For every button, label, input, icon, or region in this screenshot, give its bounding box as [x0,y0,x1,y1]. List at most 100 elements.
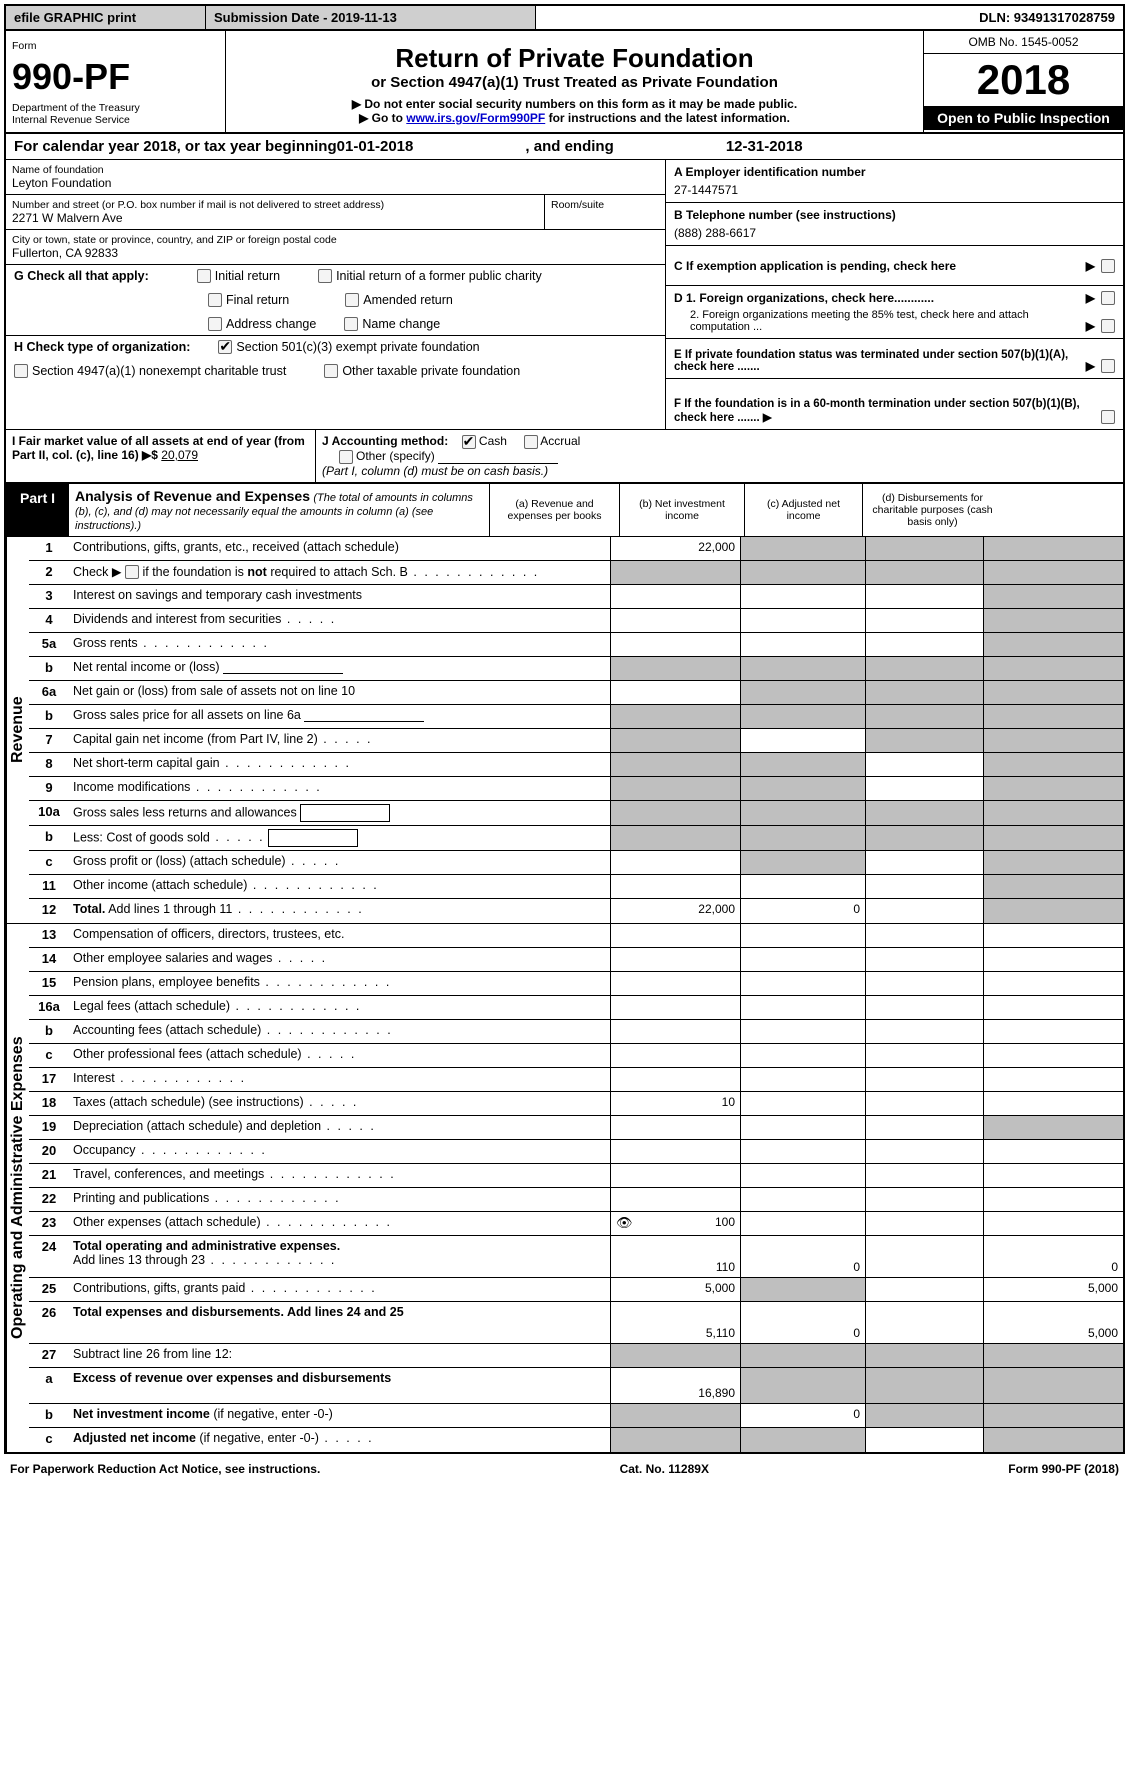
checkbox-exemption-pending[interactable] [1101,259,1115,273]
g-address: Address change [226,317,316,331]
cell-d [983,705,1123,728]
form-number: 990-PF [12,52,219,102]
line-no: 8 [29,753,69,776]
cell-c [865,585,983,608]
line-no: 21 [29,1164,69,1187]
cell-b [740,1278,865,1301]
line-desc: Total expenses and disbursements. Add li… [69,1302,610,1343]
dots-icon [321,1119,376,1133]
street-value: 2271 W Malvern Ave [12,211,538,225]
line-desc: Net investment income (if negative, ente… [69,1404,610,1427]
checkbox-address-change[interactable] [208,317,222,331]
submission-date: Submission Date - 2019-11-13 [206,6,536,29]
dots-icon [138,636,269,650]
r10a-d: Gross sales less returns and allowances [73,805,297,819]
form-label: Form [12,40,37,52]
dots-icon [261,1023,392,1037]
cell-a: 16,890 [610,1368,740,1403]
cy-pre: For calendar year 2018, or tax year begi… [14,138,337,155]
cell-b [740,657,865,680]
expenses-vert-label: Operating and Administrative Expenses [6,924,29,1452]
r18-d: Taxes (attach schedule) (see instruction… [73,1095,304,1109]
ein-label: A Employer identification number [674,165,1115,179]
line-desc: Contributions, gifts, grants, etc., rece… [69,537,610,560]
checkbox-other-method[interactable] [339,450,353,464]
cell-d [983,826,1123,850]
line-no: 2 [29,561,69,584]
cell-b [740,633,865,656]
cell-a: 110 [610,1236,740,1277]
attachment-icon[interactable]: 👁 [616,1215,633,1231]
cell-a: 10 [610,1092,740,1115]
r8-d: Net short-term capital gain [73,756,220,770]
cell-a [610,609,740,632]
expenses-section: Operating and Administrative Expenses 13… [6,923,1123,1452]
checkbox-4947a1[interactable] [14,364,28,378]
checkbox-terminated-507b1a[interactable] [1101,359,1115,373]
cell-d [983,948,1123,971]
line-desc: Gross rents [69,633,610,656]
line-desc: Compensation of officers, directors, tru… [69,924,610,947]
checkbox-final-return[interactable] [208,293,222,307]
checkbox-initial-return[interactable] [197,269,211,283]
cell-a [610,777,740,800]
r6b-d: Gross sales price for all assets on line… [73,708,301,722]
instructions-link[interactable]: www.irs.gov/Form990PF [406,111,545,125]
input-box [268,829,358,847]
cell-a: 22,000 [610,899,740,923]
cell-a [610,1044,740,1067]
r10c-d: Gross profit or (loss) (attach schedule) [73,854,286,868]
dots-icon [261,1215,392,1229]
table-row: 17Interest [29,1068,1123,1092]
line-desc: Excess of revenue over expenses and disb… [69,1368,610,1403]
j-cash: Cash [479,434,507,448]
cell-a [610,1428,740,1452]
checkbox-60month-507b1b[interactable] [1101,410,1115,424]
r24-d2: Add lines 13 through 23 [73,1253,205,1267]
line-desc: Taxes (attach schedule) (see instruction… [69,1092,610,1115]
cy-end: 12-31-2018 [726,138,803,155]
cell-b [740,1068,865,1091]
line-no: 25 [29,1278,69,1301]
r16a-d: Legal fees (attach schedule) [73,999,230,1013]
blank-line [304,710,424,722]
cell-b [740,972,865,995]
foundation-name: Leyton Foundation [12,176,659,190]
r14-d: Other employee salaries and wages [73,951,272,965]
cell-a [610,972,740,995]
checkbox-other-taxable[interactable] [324,364,338,378]
checkbox-amended[interactable] [345,293,359,307]
cell-b [740,875,865,898]
line-no: 19 [29,1116,69,1139]
dots-icon [319,1431,374,1445]
cell-c [865,1116,983,1139]
line-desc: Contributions, gifts, grants paid [69,1278,610,1301]
checkbox-accrual[interactable] [524,435,538,449]
cell-a [610,948,740,971]
phone-value: (888) 288-6617 [674,222,1115,240]
r23-a: 100 [715,1215,735,1229]
g-initial: Initial return [215,269,280,283]
table-row: 10aGross sales less returns and allowanc… [29,801,1123,826]
checkbox-initial-former[interactable] [318,269,332,283]
checkbox-foreign-org[interactable] [1101,291,1115,305]
cell-b [740,1212,865,1235]
checkbox-name-change[interactable] [344,317,358,331]
cell-b [740,1092,865,1115]
i-label: I Fair market value of all assets at end… [12,434,305,462]
checkbox-foreign-85[interactable] [1101,319,1115,333]
checkbox-sch-b[interactable] [125,565,139,579]
cell-b [740,1140,865,1163]
cell-a [610,1020,740,1043]
footer-paperwork: For Paperwork Reduction Act Notice, see … [10,1462,320,1476]
cell-d [983,996,1123,1019]
cell-d [983,1428,1123,1452]
line-desc: Depreciation (attach schedule) and deple… [69,1116,610,1139]
checkbox-501c3[interactable] [218,340,232,354]
table-row: cOther professional fees (attach schedul… [29,1044,1123,1068]
cell-b [740,948,865,971]
cell-d [983,801,1123,825]
checkbox-cash[interactable] [462,435,476,449]
table-row: bLess: Cost of goods sold [29,826,1123,851]
cell-c [865,1212,983,1235]
